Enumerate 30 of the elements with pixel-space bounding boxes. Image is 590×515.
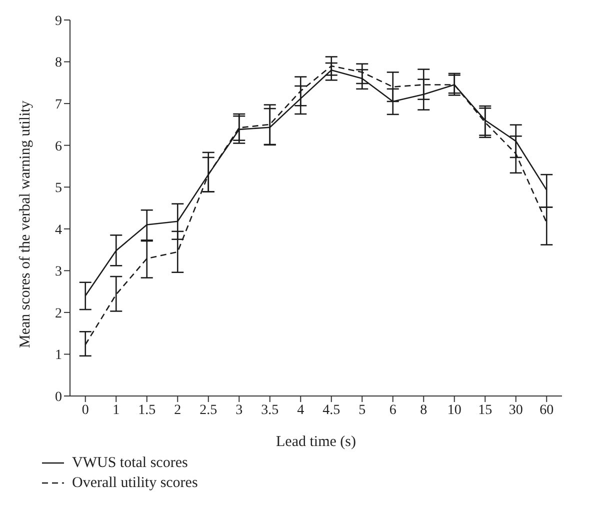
x-tick-label: 60 — [540, 402, 554, 418]
x-tick-label: 3 — [236, 402, 243, 418]
x-tick-label: 4 — [297, 402, 304, 418]
y-tick-label: 5 — [55, 181, 62, 196]
y-tick-label: 1 — [55, 348, 62, 364]
x-tick-label: 10 — [447, 402, 462, 418]
x-axis-title: Lead time (s) — [276, 434, 356, 450]
x-tick-label: 1.5 — [138, 402, 156, 418]
y-tick-label: 7 — [55, 98, 62, 113]
y-tick-label: 0 — [55, 390, 62, 405]
legend-label: Overall utility scores — [72, 474, 198, 493]
x-tick-label: 30 — [508, 402, 523, 418]
x-tick-label: 4.5 — [322, 402, 340, 418]
x-tick-label: 6 — [389, 402, 396, 418]
y-tick-label: 4 — [55, 222, 62, 238]
legend-label: VWUS total scores — [72, 454, 188, 473]
x-tick-label: 2.5 — [200, 402, 218, 418]
x-tick-label: 2 — [174, 402, 182, 418]
x-tick-label: 1 — [112, 402, 120, 418]
y-tick-label: 9 — [55, 14, 62, 29]
y-tick-label: 6 — [55, 139, 62, 154]
y-axis-title: Mean scores of the verbal warning utility — [17, 100, 34, 348]
x-tick-label: 8 — [420, 402, 428, 418]
x-tick-label: 3.5 — [261, 402, 279, 418]
x-tick-label: 5 — [358, 402, 366, 418]
y-tick-label: 8 — [55, 56, 62, 71]
x-tick-label: 0 — [82, 402, 89, 418]
y-tick-label: 2 — [55, 306, 62, 322]
x-tick-label: 15 — [478, 402, 492, 418]
y-tick-label: 3 — [55, 264, 62, 280]
